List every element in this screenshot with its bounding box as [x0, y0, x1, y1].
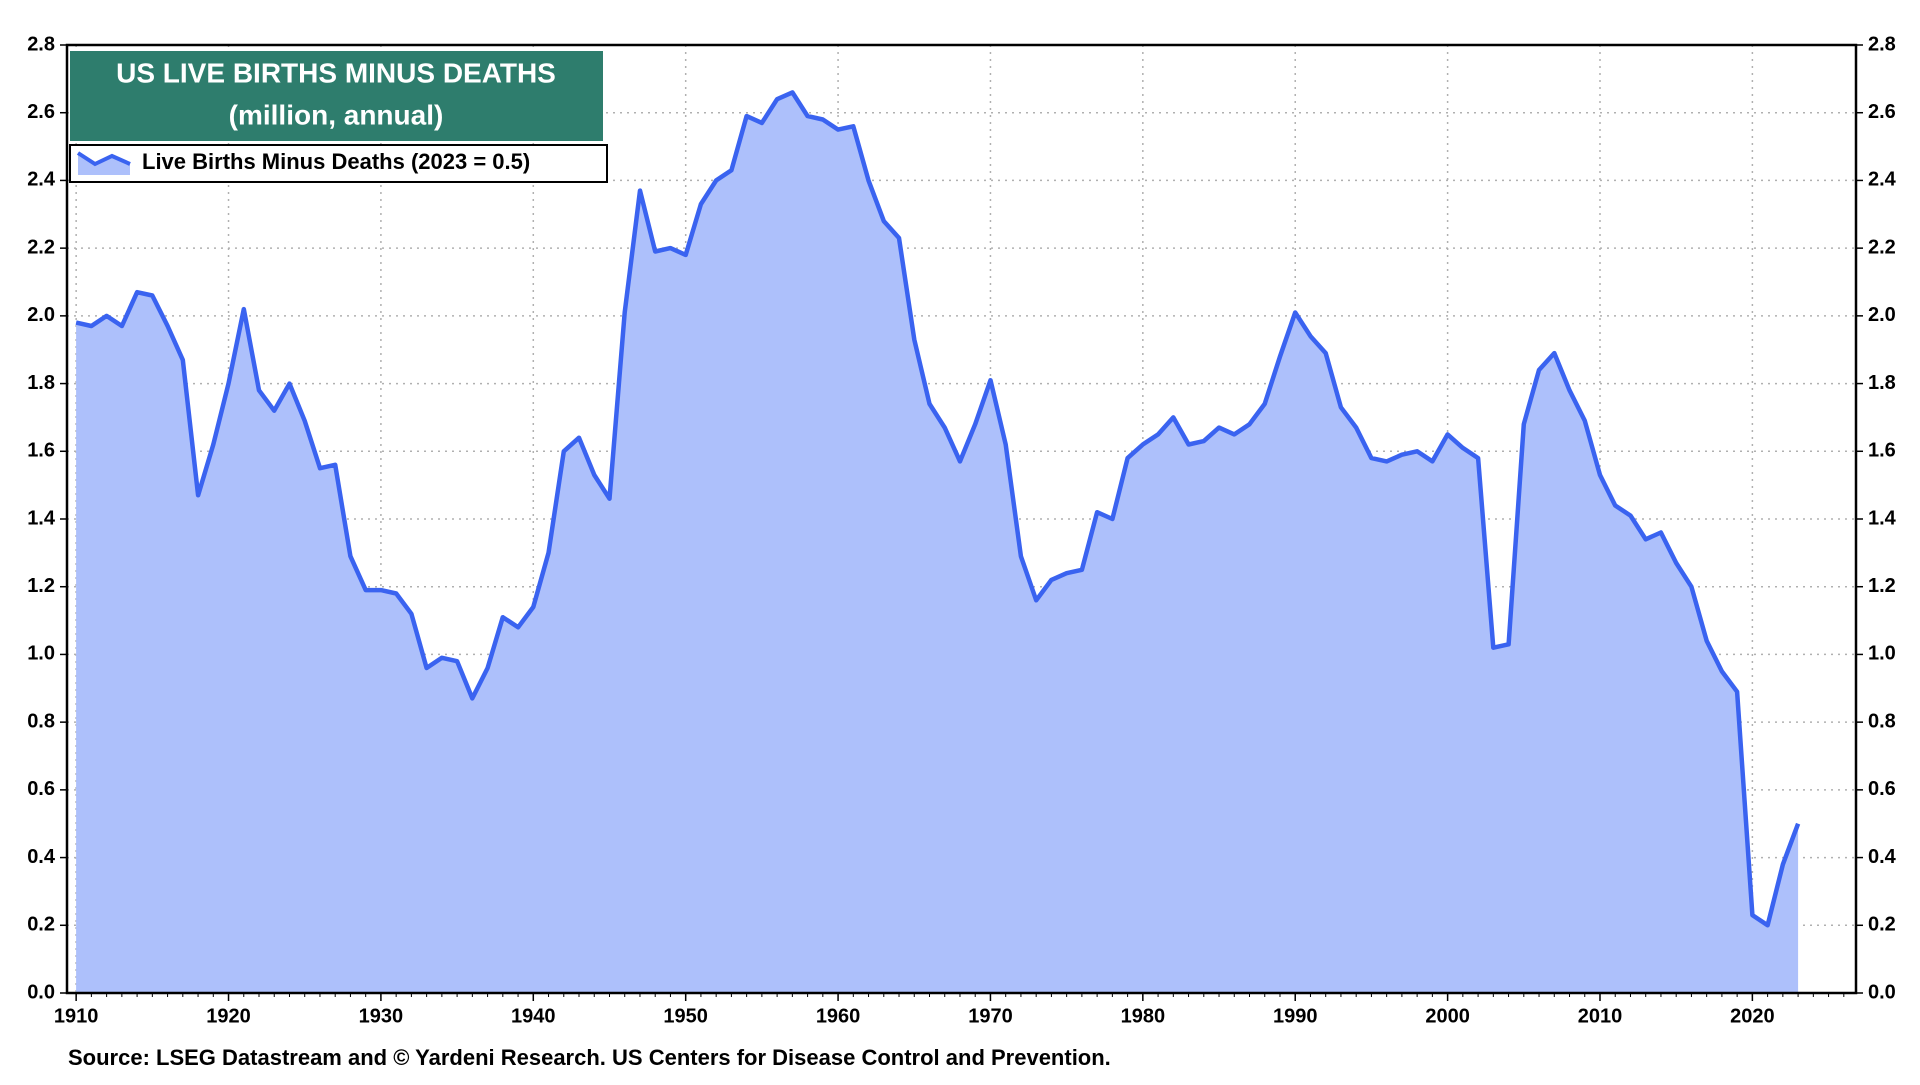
- y-tick-label: 2.8: [27, 33, 55, 55]
- y-tick-label: 1.4: [27, 507, 56, 529]
- x-tick-label: 2020: [1730, 1005, 1775, 1027]
- x-tick-label: 1940: [511, 1005, 556, 1027]
- source-note: Source: LSEG Datastream and © Yardeni Re…: [68, 1045, 1111, 1070]
- area: [76, 92, 1799, 993]
- chart-subtitle: (million, annual): [229, 99, 444, 130]
- x-tick-label: 2010: [1578, 1005, 1623, 1027]
- y-tick-label: 0.4: [27, 846, 56, 868]
- x-tick-label: 2000: [1425, 1005, 1470, 1027]
- y2-tick-label: 2.0: [1868, 304, 1896, 326]
- plot-frame: [65, 43, 1858, 995]
- y-tick-label: 0.0: [27, 981, 55, 1003]
- y2-tick-label: 1.4: [1868, 507, 1897, 529]
- x-tick-label: 1930: [359, 1005, 404, 1027]
- x-tick-label: 1980: [1121, 1005, 1166, 1027]
- y-tick-label: 2.4: [27, 169, 56, 191]
- y2-tick-label: 2.4: [1868, 169, 1897, 191]
- y2-tick-label: 1.2: [1868, 575, 1896, 597]
- x-tick-label: 1910: [54, 1005, 99, 1027]
- x-tick-label: 1990: [1273, 1005, 1318, 1027]
- y2-tick-label: 2.8: [1868, 33, 1896, 55]
- y-tick-label: 0.6: [27, 778, 55, 800]
- y2-tick-label: 0.6: [1868, 778, 1896, 800]
- x-tick-label: 1920: [206, 1005, 251, 1027]
- title-box: [70, 51, 603, 141]
- x-tick-label: 1970: [968, 1005, 1013, 1027]
- y2-tick-label: 2.6: [1868, 101, 1896, 123]
- y-tick-label: 1.8: [27, 372, 55, 394]
- y2-tick-label: 1.6: [1868, 440, 1896, 462]
- y-tick-label: 2.2: [27, 236, 55, 258]
- legend-box: [69, 144, 608, 183]
- y2-tick-label: 1.0: [1868, 643, 1896, 665]
- y2-tick-label: 0.0: [1868, 981, 1896, 1003]
- legend-line: [76, 151, 131, 167]
- chart-title: US LIVE BIRTHS MINUS DEATHS: [116, 57, 556, 88]
- y2-tick-label: 0.8: [1868, 710, 1896, 732]
- y2-tick-label: 1.8: [1868, 372, 1896, 394]
- x-tick-label: 1950: [663, 1005, 708, 1027]
- y2-tick-label: 2.2: [1868, 236, 1896, 258]
- y-tick-label: 0.8: [27, 710, 55, 732]
- y2-tick-label: 0.4: [1868, 846, 1897, 868]
- x-tick-label: 1960: [816, 1005, 861, 1027]
- line: [75, 90, 1801, 928]
- y-tick-label: 1.2: [27, 575, 55, 597]
- y-tick-label: 2.6: [27, 101, 55, 123]
- y-tick-label: 0.2: [27, 914, 55, 936]
- y2-tick-label: 0.2: [1868, 914, 1896, 936]
- y-tick-label: 1.6: [27, 440, 55, 462]
- legend-label: Live Births Minus Deaths (2023 = 0.5): [142, 149, 530, 174]
- y-tick-label: 2.0: [27, 304, 55, 326]
- y-tick-label: 1.0: [27, 643, 55, 665]
